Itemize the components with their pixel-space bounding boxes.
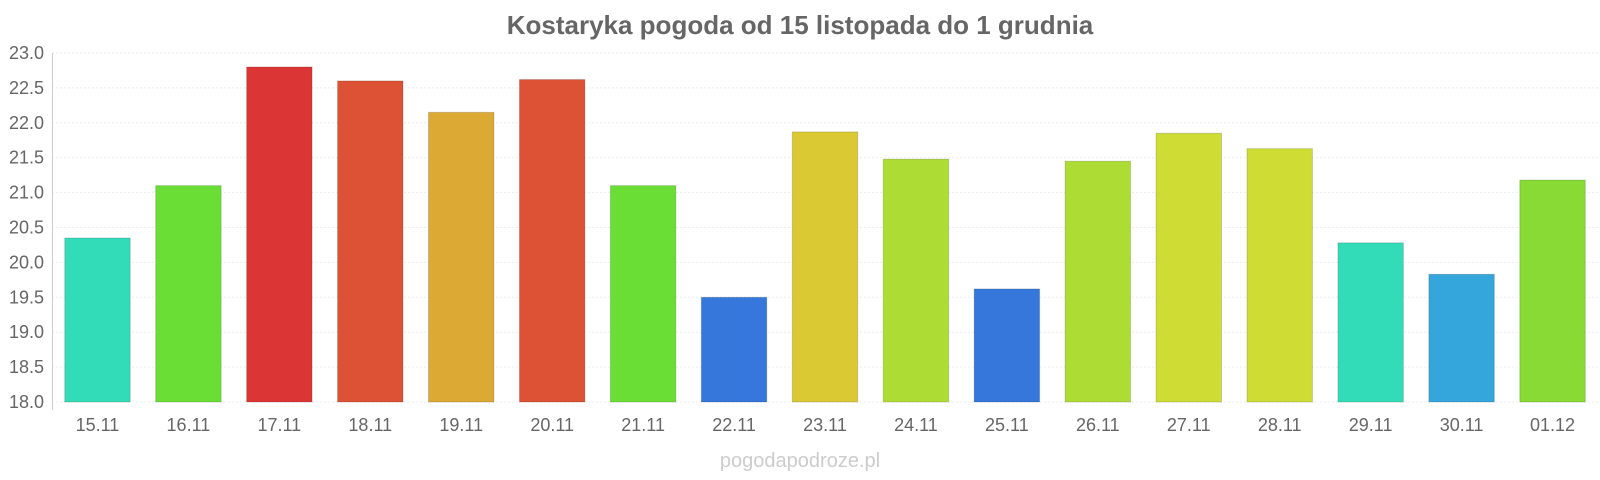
y-tick-label: 18.0 xyxy=(9,392,44,412)
y-tick-label: 22.0 xyxy=(9,113,44,133)
x-tick-label: 27.11 xyxy=(1167,415,1211,435)
bar xyxy=(1155,132,1223,403)
x-tick-label: 22.11 xyxy=(712,415,756,435)
bar xyxy=(427,111,495,403)
x-tick-label: 15.11 xyxy=(76,415,120,435)
x-tick-label: 16.11 xyxy=(167,415,211,435)
x-tick-label: 25.11 xyxy=(985,415,1029,435)
bar xyxy=(518,79,586,403)
y-tick-label: 22.5 xyxy=(9,78,44,98)
y-tick-label: 18.5 xyxy=(9,357,44,377)
bar xyxy=(1519,179,1586,403)
x-tick-label: 28.11 xyxy=(1258,415,1302,435)
y-tick-label: 20.5 xyxy=(9,218,44,238)
x-tick-label: 20.11 xyxy=(530,415,574,435)
bar xyxy=(882,158,950,403)
bar xyxy=(155,185,222,403)
x-tick-label: 24.11 xyxy=(894,415,938,435)
x-tick-label: 23.11 xyxy=(803,415,847,435)
bar xyxy=(700,296,768,403)
bar xyxy=(64,237,131,403)
x-tick-label: 29.11 xyxy=(1349,415,1393,435)
x-tick-label: 30.11 xyxy=(1440,415,1484,435)
chart-title: Kostaryka pogoda od 15 listopada do 1 gr… xyxy=(506,10,1094,40)
bar xyxy=(1246,148,1313,403)
watermark: pogodapodroze.pl xyxy=(719,450,881,472)
bar xyxy=(1428,273,1495,403)
y-tick-label: 19.5 xyxy=(9,287,44,307)
y-tick-label: 21.5 xyxy=(9,148,44,168)
bar xyxy=(973,288,1041,403)
x-tick-label: 19.11 xyxy=(439,415,483,435)
y-tick-label: 20.0 xyxy=(9,252,44,272)
x-tick-label: 17.11 xyxy=(257,415,301,435)
x-tick-label: 21.11 xyxy=(621,415,665,435)
bar xyxy=(337,80,404,403)
bar xyxy=(791,131,859,403)
bar xyxy=(609,185,677,403)
y-tick-label: 23.0 xyxy=(9,43,44,63)
y-tick-label: 19.0 xyxy=(9,322,44,342)
y-tick-label: 21.0 xyxy=(9,183,44,203)
bar xyxy=(1337,242,1404,403)
x-tick-label: 01.12 xyxy=(1530,415,1575,435)
x-tick-label: 18.11 xyxy=(348,415,392,435)
bar xyxy=(1064,160,1132,403)
x-tick-label: 26.11 xyxy=(1076,415,1120,435)
bar xyxy=(246,66,313,403)
